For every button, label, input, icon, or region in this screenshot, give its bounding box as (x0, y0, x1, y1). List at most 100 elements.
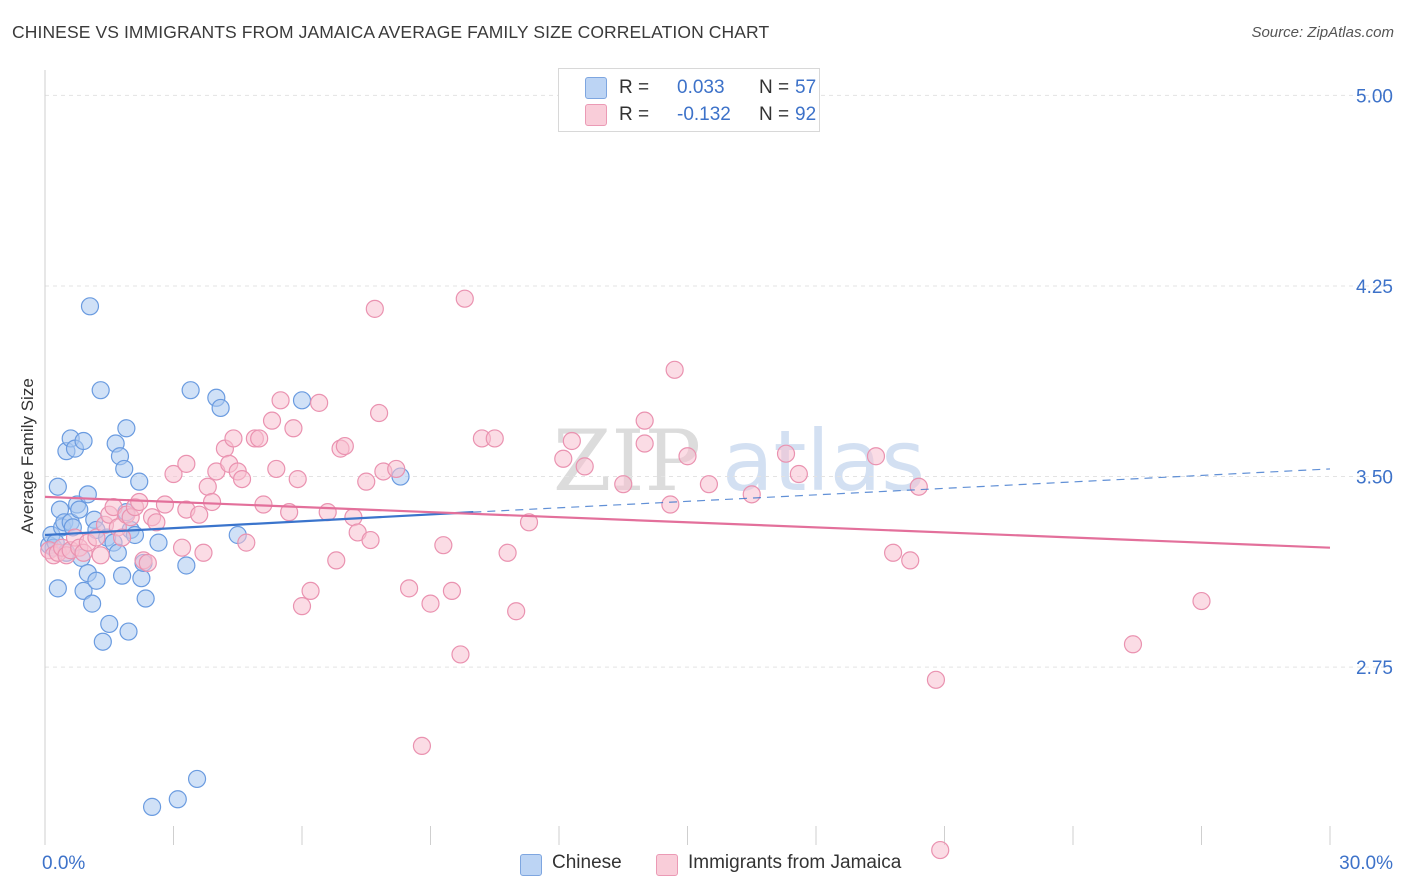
jamaica-point (130, 492, 149, 512)
chinese-point (80, 297, 100, 316)
jamaica-point (250, 429, 269, 448)
chinese-point (187, 769, 207, 789)
legend-n-value: 57 (795, 77, 817, 98)
legend-r-label: R = (619, 77, 650, 98)
y-tick-label: 5.00 (1356, 86, 1393, 107)
chinese-point (149, 533, 168, 552)
jamaica-point (237, 533, 256, 552)
jamaica-point (931, 840, 950, 860)
jamaica-point (365, 299, 384, 318)
chinese-point (48, 477, 67, 496)
chinese-point (70, 500, 89, 519)
jamaica-point (288, 469, 307, 489)
jamaica-point (421, 594, 440, 613)
chinese-point (119, 622, 138, 641)
jamaica-point (194, 543, 213, 562)
jamaica-point (575, 457, 594, 476)
legend-r-label: R = (619, 104, 650, 125)
jamaica-point (318, 503, 337, 522)
jamaica-point (451, 645, 470, 664)
jamaica-point (485, 429, 504, 448)
jamaica-legend-swatch (656, 854, 678, 876)
x-tick-label: 0.0% (42, 853, 85, 874)
chinese-point (181, 381, 200, 400)
chinese-point (74, 581, 93, 601)
chinese-point (78, 485, 97, 504)
chinese-point (177, 556, 196, 575)
jamaica-point (271, 391, 290, 410)
chinese-legend-label: Chinese (552, 852, 622, 873)
y-tick-label: 3.50 (1356, 468, 1393, 489)
legend-r-value: -0.132 (677, 104, 731, 125)
jamaica-point (190, 505, 209, 524)
chinese-point (130, 472, 149, 491)
chinese-point (100, 614, 119, 634)
jamaica-point (370, 403, 389, 423)
jamaica-point (434, 536, 453, 555)
jamaica-point (202, 492, 222, 512)
y-tick-label: 4.25 (1356, 277, 1393, 298)
jamaica-point (177, 454, 196, 473)
jamaica-point (301, 581, 320, 601)
jamaica-point (883, 543, 903, 562)
jamaica-point (635, 411, 654, 430)
chinese-point (211, 398, 230, 418)
jamaica-point (866, 447, 886, 466)
jamaica-legend-label: Immigrants from Jamaica (688, 852, 902, 873)
chinese-point (142, 797, 162, 816)
jamaica-point (742, 485, 761, 504)
jamaica-point (262, 411, 282, 430)
chinese-point (115, 459, 134, 479)
jamaica-point (327, 551, 346, 570)
chinese-point (292, 391, 312, 410)
jamaica-point (267, 459, 286, 479)
chinese-swatch (585, 77, 607, 99)
watermark-zip: ZIP (553, 412, 701, 510)
chinese-point (132, 569, 151, 588)
jamaica-point (789, 464, 808, 484)
chinese-point (112, 566, 132, 585)
jamaica-point (112, 528, 132, 547)
legend-n-value: 92 (795, 104, 817, 125)
jamaica-point (361, 530, 380, 550)
chart-title: CHINESE VS IMMIGRANTS FROM JAMAICA AVERA… (12, 22, 770, 42)
jamaica-point (147, 513, 166, 532)
jamaica-point (678, 447, 697, 466)
jamaica-point (614, 475, 633, 494)
jamaica-point (284, 419, 303, 438)
chinese-legend-swatch (520, 854, 542, 876)
jamaica-point (387, 459, 406, 479)
jamaica-point (91, 546, 110, 565)
chinese-point (48, 579, 67, 598)
jamaica-trend-line (44, 495, 1331, 549)
chinese-point (93, 632, 112, 651)
chinese-trend-line (44, 511, 474, 537)
jamaica-point (776, 444, 796, 463)
jamaica-point (155, 495, 175, 514)
jamaica-point (280, 503, 299, 522)
jamaica-point (562, 431, 581, 451)
jamaica-point (232, 469, 252, 489)
jamaica-point (498, 543, 517, 562)
jamaica-point (699, 475, 719, 494)
chinese-point (74, 431, 93, 451)
chinese-point (108, 543, 127, 562)
jamaica-point (455, 289, 474, 308)
jamaica-point (310, 393, 329, 412)
jamaica-point (519, 513, 539, 532)
zipatlas-watermark: ZIP atlas (553, 412, 925, 510)
chinese-point (136, 589, 155, 608)
jamaica-point (138, 553, 157, 573)
jamaica-point (665, 360, 684, 379)
chinese-point (168, 790, 187, 809)
chinese-point (87, 571, 106, 590)
jamaica-point (198, 477, 217, 496)
jamaica-point (635, 434, 654, 453)
chinese-trend-extension (473, 468, 1331, 513)
jamaica-point (224, 429, 243, 448)
jamaica-point (909, 477, 928, 496)
x-tick-label: 30.0% (1339, 853, 1393, 874)
jamaica-point (399, 579, 419, 598)
jamaica-point (1123, 635, 1143, 654)
